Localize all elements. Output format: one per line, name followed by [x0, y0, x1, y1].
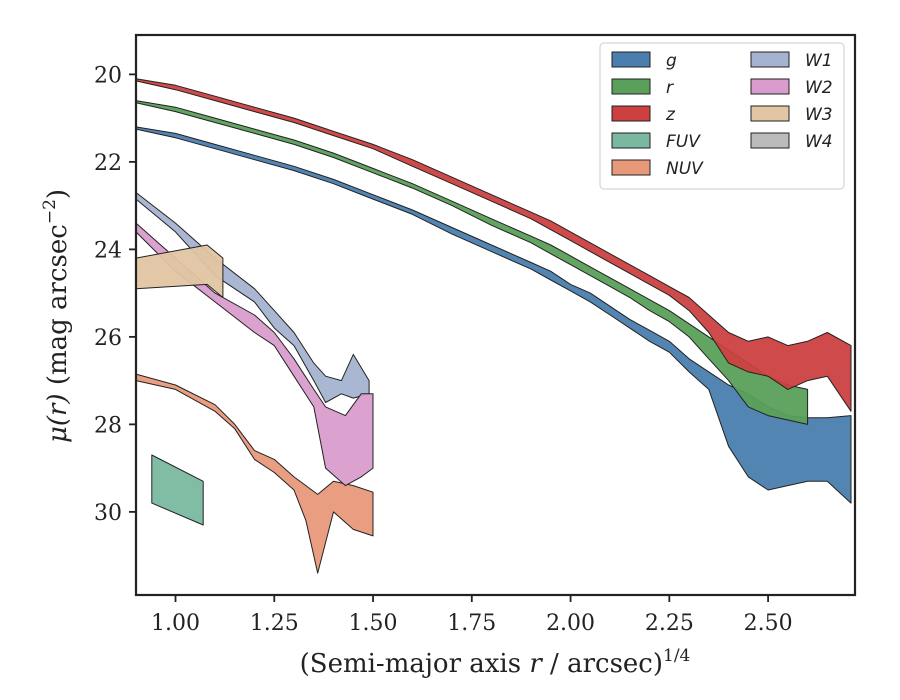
- legend-swatch-nuv: [611, 159, 651, 176]
- band-nuv: [135, 373, 374, 574]
- legend-swatch-fuv: [611, 132, 651, 149]
- band-z: [135, 78, 852, 412]
- y-axis-label: μ(r) (mag arcsec−2): [40, 189, 73, 443]
- legend-label-nuv: NUV: [666, 159, 704, 179]
- legend: grz FUV NUV W1 W2 W3 W4: [599, 42, 845, 190]
- band-r: [135, 100, 809, 425]
- legend-label-w2: W2: [805, 78, 833, 98]
- legend-items: grz FUV NUV W1 W2 W3 W4: [611, 51, 833, 179]
- band-g: [135, 126, 852, 504]
- legend-swatch-w1: [750, 51, 790, 68]
- x-tick-label: 1.75: [447, 611, 496, 636]
- legend-swatch-g: [611, 51, 651, 68]
- tick-layer: 1.00 1.25 1.50 1.75 2.00 2.25 2.50 20 22 24 26 28 30: [94, 63, 793, 636]
- x-axis-label: (Semi-major axis r / arcsec)1/4: [300, 646, 691, 679]
- legend-label-g: g: [666, 51, 677, 71]
- legend-label-w4: W4: [805, 132, 833, 152]
- y-tick-label: 22: [94, 151, 122, 176]
- x-tick-label: 2.50: [744, 611, 793, 636]
- plot-frame: [134, 33, 857, 597]
- y-tick-label: 28: [94, 413, 122, 438]
- legend-swatch-w2: [750, 78, 790, 95]
- y-tick-label: 26: [94, 326, 122, 351]
- x-tick-label: 1.25: [250, 611, 299, 636]
- x-tick-label: 1.00: [151, 611, 200, 636]
- x-tick-label: 2.00: [546, 611, 595, 636]
- y-tick-label: 30: [94, 501, 122, 526]
- legend-label-fuv: FUV: [666, 132, 701, 152]
- band-layer: [135, 78, 852, 574]
- legend-label-z: z: [665, 105, 676, 125]
- legend-swatch-w4: [750, 132, 790, 149]
- x-tick-label: 2.25: [645, 611, 694, 636]
- legend-label-r: r: [666, 78, 674, 98]
- band-w1: [135, 192, 370, 403]
- legend-label-w3: W3: [805, 105, 833, 125]
- y-tick-label: 24: [94, 238, 122, 263]
- band-w2: [135, 222, 374, 487]
- legend-label-w1: W1: [805, 51, 833, 71]
- legend-swatch-r: [611, 78, 651, 95]
- legend-swatch-z: [611, 105, 651, 122]
- x-tick-label: 1.50: [349, 611, 398, 636]
- y-tick-label: 20: [94, 63, 122, 88]
- band-fuv: [151, 454, 204, 526]
- legend-swatch-w3: [750, 105, 790, 122]
